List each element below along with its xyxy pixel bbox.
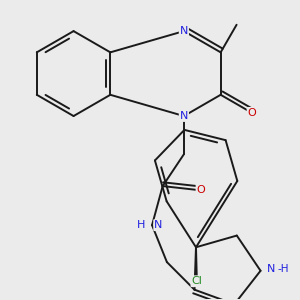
Text: N: N <box>267 264 275 274</box>
Text: O: O <box>196 185 205 195</box>
Text: Cl: Cl <box>191 276 202 286</box>
Text: N: N <box>154 220 163 230</box>
Text: O: O <box>248 108 256 118</box>
Text: N: N <box>180 111 188 121</box>
Text: -H: -H <box>278 265 289 275</box>
Text: N: N <box>180 26 188 36</box>
Text: H: H <box>137 220 146 230</box>
